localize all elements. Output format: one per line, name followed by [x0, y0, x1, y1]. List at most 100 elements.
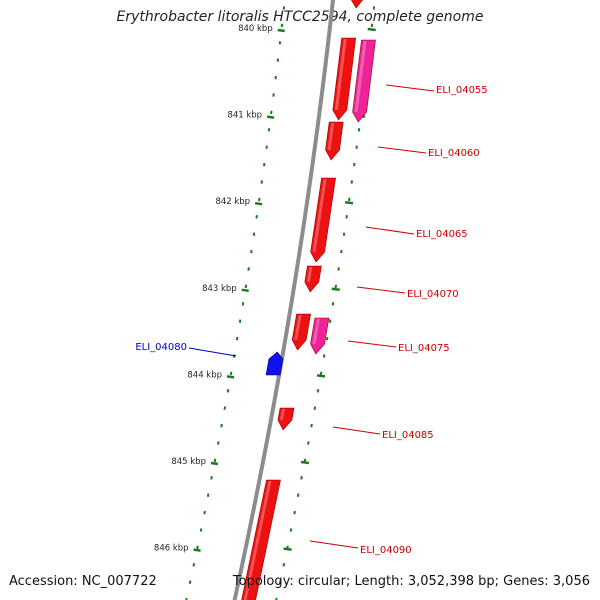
scale-label: 841 kbp [227, 111, 262, 121]
gene-leader-line [365, 226, 415, 235]
glyph-highlight [327, 123, 335, 150]
tick-dot [206, 493, 210, 497]
cds-forward-glyph[interactable] [304, 265, 322, 293]
tick-dot [310, 423, 313, 428]
scale-major-tick [226, 375, 235, 379]
tick-dot [238, 319, 242, 323]
glyph-highlight [243, 481, 272, 600]
scale-major-tick [254, 201, 263, 206]
scale-label: 845 kbp [171, 457, 206, 467]
glyph-highlight [312, 179, 327, 252]
scale-label: 843 kbp [202, 284, 237, 294]
scale-label: 844 kbp [187, 370, 222, 380]
tick-dot [244, 284, 248, 289]
scale-major-tick [344, 200, 354, 205]
glyph-highlight [306, 267, 313, 282]
tick-dot [241, 302, 245, 306]
gene-label[interactable]: ELI_04065 [416, 229, 468, 240]
cds-forward-glyph[interactable] [332, 37, 357, 121]
tick-dot [331, 302, 335, 306]
gene-leader-line [332, 426, 381, 435]
map-title: Erythrobacter litoralis HTCC2594, comple… [116, 9, 484, 25]
tick-dot [223, 406, 227, 410]
gene-label[interactable]: ELI_04080 [135, 342, 187, 353]
scale-major-tick [367, 27, 376, 32]
genome-backbone [232, 0, 336, 600]
scale-major-tick [331, 287, 340, 292]
scale-labels: 840 kbp 841 kbp 842 kbp 843 kbp 844 kbp 845 k… [154, 24, 273, 554]
genome-summary-text: Topology: circular; Length: 3,052,398 bp… [232, 574, 590, 589]
scale-major-tick [266, 115, 275, 119]
tick-dot [229, 371, 233, 376]
tick-dot [334, 284, 338, 289]
cds-forward-glyph[interactable] [241, 479, 281, 600]
gene-label[interactable]: ELI_04055 [436, 85, 488, 96]
glyph-highlight [334, 39, 347, 110]
scale-label: 846 kbp [154, 544, 189, 554]
tick-dot [289, 528, 293, 532]
tick-dot [192, 562, 196, 567]
tick-dot [217, 441, 220, 445]
tick-dot [235, 336, 239, 341]
cds-forward-glyph[interactable] [350, 0, 365, 9]
tick-dot [316, 389, 320, 393]
gene-label[interactable]: ELI_04075 [398, 343, 450, 354]
tick-dot [203, 510, 206, 515]
tick-dot [313, 406, 317, 410]
tick-dot [210, 476, 213, 480]
label-leaders [188, 84, 435, 549]
cds-forward-glyph[interactable] [325, 121, 344, 161]
gene-leader-line [377, 146, 427, 154]
gene-labels[interactable]: ELI_04055 ELI_04060 ELI_04065 ELI_04070 ELI_… [135, 85, 487, 556]
tick-dot [322, 354, 326, 358]
tick-dot [296, 493, 300, 497]
scale-major-tick [283, 547, 292, 551]
glyph-highlight [312, 319, 320, 344]
scale-ticks-left [185, 6, 286, 600]
scale-major-tick [277, 28, 285, 33]
cds-forward-glyph[interactable] [277, 407, 295, 431]
scale-major-tick [316, 374, 326, 378]
gene-leader-line [347, 340, 397, 348]
tick-dot [328, 319, 332, 323]
gene-label[interactable]: ELI_04070 [407, 289, 459, 300]
scale-major-tick [193, 548, 201, 552]
cds-reverse-glyph[interactable] [265, 351, 284, 376]
feature-track [241, 0, 376, 600]
tick-dot [278, 580, 282, 585]
cds-forward-alt-glyph[interactable] [352, 39, 376, 123]
gene-leader-line [385, 84, 435, 92]
tick-dot [213, 458, 217, 463]
scale-major-tick [210, 461, 219, 466]
scale-label: 842 kbp [215, 197, 250, 207]
tick-dot [247, 267, 250, 271]
tick-dot [319, 371, 323, 376]
tick-dot [307, 441, 310, 445]
gene-leader-line [309, 540, 359, 549]
gene-label[interactable]: ELI_04090 [360, 545, 412, 556]
tick-dot [282, 562, 286, 567]
tick-dot [293, 510, 296, 515]
glyph-highlight [294, 315, 302, 340]
tick-dot [220, 423, 223, 428]
cds-forward-glyph[interactable] [291, 313, 311, 351]
tick-dot [188, 580, 192, 585]
scale-major-tick [300, 460, 310, 465]
gene-label[interactable]: ELI_04060 [428, 148, 480, 159]
tick-dot [196, 545, 199, 550]
tick-dot [226, 389, 230, 393]
scale-label: 840 kbp [238, 24, 273, 34]
accession-text: Accession: NC_007722 [9, 574, 157, 589]
gene-leader-line [356, 286, 406, 294]
glyph-highlight [279, 409, 286, 420]
tick-dot [300, 476, 303, 480]
tick-dot [337, 267, 340, 271]
tick-dot [325, 336, 329, 341]
glyph-highlight [354, 41, 367, 112]
gene-leader-line [188, 347, 237, 357]
cds-forward-alt-glyph[interactable] [310, 317, 330, 355]
gene-label[interactable]: ELI_04085 [382, 430, 434, 441]
scale-major-tick [241, 288, 249, 293]
cds-forward-glyph[interactable] [310, 177, 336, 263]
